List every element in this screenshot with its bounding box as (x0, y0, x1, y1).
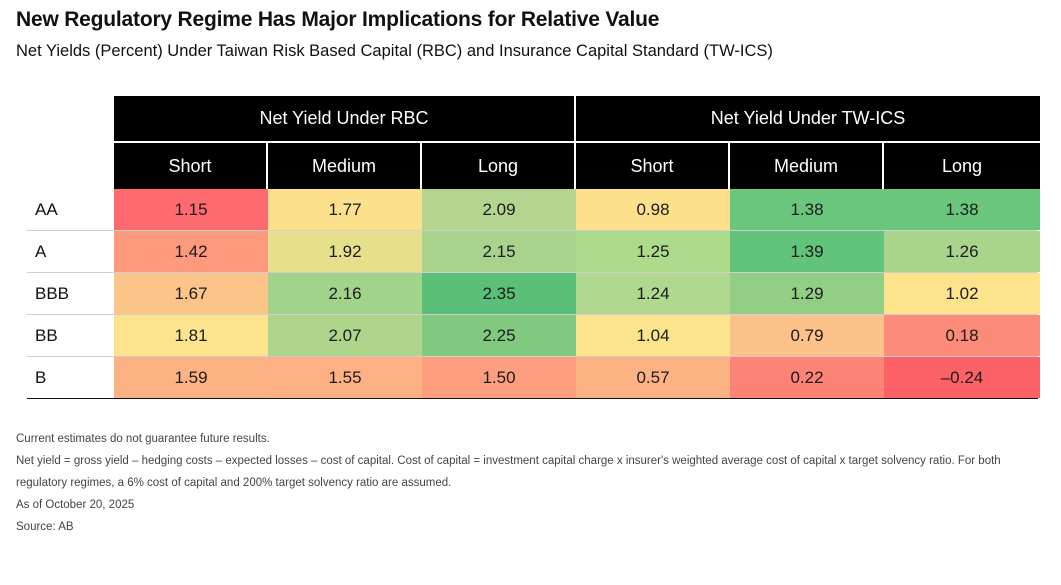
table-row: BB 1.81 2.07 2.25 1.04 0.79 0.18 (27, 315, 1040, 357)
cell-rbc-short: 1.42 (114, 231, 268, 272)
cell-twics-long: 0.18 (884, 315, 1040, 356)
table-row: B 1.59 1.55 1.50 0.57 0.22 –0.24 (27, 357, 1040, 399)
column-header-rbc-short: Short (114, 143, 268, 189)
row-label: A (35, 241, 47, 261)
row-label: BB (35, 325, 58, 345)
table-row: A 1.42 1.92 2.15 1.25 1.39 1.26 (27, 231, 1040, 273)
cell-rbc-medium: 1.92 (268, 231, 422, 272)
cell-twics-short: 0.57 (576, 357, 730, 398)
cell-twics-medium: 1.39 (730, 231, 884, 272)
row-label: BBB (35, 283, 70, 303)
cell-rbc-long: 2.15 (422, 231, 576, 272)
cell-rbc-medium: 2.07 (268, 315, 422, 356)
cell-twics-short: 1.25 (576, 231, 730, 272)
cell-rbc-medium: 1.77 (268, 189, 422, 230)
chart-subtitle: Net Yields (Percent) Under Taiwan Risk B… (16, 42, 773, 60)
cell-twics-long: 1.38 (884, 189, 1040, 230)
cell-rbc-long: 2.35 (422, 273, 576, 314)
cell-twics-long: 1.26 (884, 231, 1040, 272)
cell-twics-long: 1.02 (884, 273, 1040, 314)
footnote-disclaimer: Current estimates do not guarantee futur… (16, 433, 270, 445)
yield-table: Net Yield Under RBC Net Yield Under TW-I… (27, 96, 1040, 399)
column-header-twics-long: Long (884, 143, 1040, 189)
column-header-twics-medium: Medium (730, 143, 884, 189)
table-body: AA 1.15 1.77 2.09 0.98 1.38 1.38 A 1.42 1.92 2.15 1… (27, 189, 1040, 399)
footnote-definition: Net yield = gross yield – hedging costs … (16, 455, 1001, 489)
cell-rbc-short: 1.59 (114, 357, 268, 398)
table-corner (27, 143, 114, 189)
cell-rbc-long: 2.25 (422, 315, 576, 356)
cell-twics-medium: 0.22 (730, 357, 884, 398)
cell-twics-long: –0.24 (884, 357, 1040, 398)
cell-twics-short: 1.04 (576, 315, 730, 356)
footnote-source: Source: AB (16, 521, 74, 533)
cell-rbc-short: 1.67 (114, 273, 268, 314)
group-header-row: Net Yield Under RBC Net Yield Under TW-I… (27, 96, 1040, 141)
cell-twics-short: 1.24 (576, 273, 730, 314)
chart-title: New Regulatory Regime Has Major Implicat… (16, 8, 660, 31)
cell-rbc-medium: 1.55 (268, 357, 422, 398)
cell-rbc-long: 2.09 (422, 189, 576, 230)
column-header-rbc-medium: Medium (268, 143, 422, 189)
cell-twics-short: 0.98 (576, 189, 730, 230)
cell-twics-medium: 1.38 (730, 189, 884, 230)
column-header-row: Short Medium Long Short Medium Long (27, 141, 1040, 189)
row-label: AA (35, 199, 58, 219)
table-corner (27, 96, 114, 141)
group-header-twics: Net Yield Under TW-ICS (576, 96, 1040, 141)
cell-rbc-short: 1.15 (114, 189, 268, 230)
footnote-date: As of October 20, 2025 (16, 499, 135, 511)
row-label: B (35, 367, 47, 387)
cell-rbc-long: 1.50 (422, 357, 576, 398)
cell-twics-medium: 1.29 (730, 273, 884, 314)
footnotes: Current estimates do not guarantee futur… (16, 428, 1036, 538)
table-row: AA 1.15 1.77 2.09 0.98 1.38 1.38 (27, 189, 1040, 231)
group-header-rbc: Net Yield Under RBC (114, 96, 576, 141)
column-header-rbc-long: Long (422, 143, 576, 189)
cell-twics-medium: 0.79 (730, 315, 884, 356)
cell-rbc-short: 1.81 (114, 315, 268, 356)
column-header-twics-short: Short (576, 143, 730, 189)
cell-rbc-medium: 2.16 (268, 273, 422, 314)
table-row: BBB 1.67 2.16 2.35 1.24 1.29 1.02 (27, 273, 1040, 315)
